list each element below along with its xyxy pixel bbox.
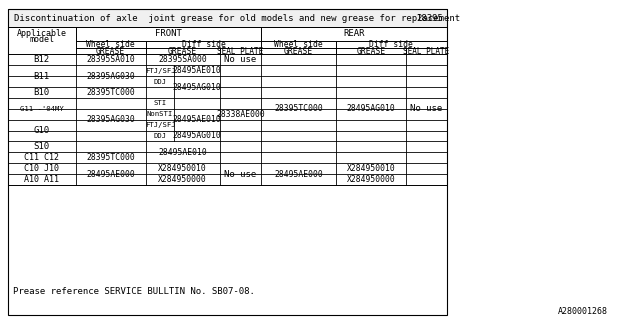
Bar: [261, 41, 336, 48]
Text: 28495AE000: 28495AE000: [274, 170, 323, 179]
Text: G11 -'04MY: G11 -'04MY: [20, 106, 63, 112]
Bar: [261, 48, 336, 54]
Text: X284950000: X284950000: [158, 175, 207, 184]
Text: C10 J10: C10 J10: [24, 164, 59, 173]
Text: GREASE: GREASE: [284, 46, 313, 56]
Bar: [8, 27, 447, 185]
Text: Wheel side: Wheel side: [86, 40, 135, 49]
Bar: [146, 41, 261, 48]
Text: X284950010: X284950010: [347, 164, 396, 173]
Bar: [76, 27, 261, 41]
Text: S10: S10: [33, 142, 50, 151]
Text: Prease reference SERVICE BULLTIN No. SB07-08.: Prease reference SERVICE BULLTIN No. SB0…: [13, 287, 255, 296]
Text: 28495AG010: 28495AG010: [172, 83, 221, 92]
Bar: [8, 27, 76, 54]
Bar: [336, 48, 406, 54]
Bar: [8, 9, 447, 27]
Text: X284950010: X284950010: [158, 164, 207, 173]
Text: Diff side: Diff side: [369, 40, 413, 49]
Text: No use: No use: [224, 55, 257, 64]
Text: B10: B10: [33, 88, 50, 97]
Text: 28395: 28395: [417, 13, 444, 23]
Text: DDJ: DDJ: [154, 133, 166, 139]
Text: FTJ/SFJ: FTJ/SFJ: [145, 68, 175, 74]
Text: No use: No use: [410, 104, 443, 113]
Text: 28495AE010: 28495AE010: [172, 115, 221, 124]
Text: FTJ/SFJ: FTJ/SFJ: [145, 122, 175, 128]
Text: 28495AG010: 28495AG010: [347, 104, 396, 113]
Text: 28395TC000: 28395TC000: [274, 104, 323, 113]
Text: A10 A11: A10 A11: [24, 175, 59, 184]
Bar: [8, 9, 447, 315]
Text: 28495AE000: 28495AE000: [86, 170, 135, 179]
Text: 28495AE010: 28495AE010: [158, 148, 207, 157]
Text: model: model: [29, 35, 54, 44]
Text: 28495AE010: 28495AE010: [172, 66, 221, 75]
Text: B11: B11: [33, 72, 50, 81]
Text: 28338AE000: 28338AE000: [216, 110, 265, 119]
Text: 28395AG030: 28395AG030: [86, 72, 135, 81]
Bar: [76, 48, 146, 54]
Text: GREASE: GREASE: [168, 46, 197, 56]
Text: Wheel side: Wheel side: [274, 40, 323, 49]
Bar: [261, 27, 447, 41]
Text: 28395TC000: 28395TC000: [86, 88, 135, 97]
Text: Applicable: Applicable: [17, 29, 67, 38]
Text: 28395AG030: 28395AG030: [86, 115, 135, 124]
Text: C11 C12: C11 C12: [24, 153, 59, 162]
Text: 28395SA010: 28395SA010: [86, 55, 135, 64]
Text: 28495AG010: 28495AG010: [172, 132, 221, 140]
Text: G10: G10: [33, 126, 50, 135]
Text: GREASE: GREASE: [96, 46, 125, 56]
Text: SEAL PLATE: SEAL PLATE: [403, 46, 450, 56]
Bar: [220, 48, 261, 54]
Text: NonSTI: NonSTI: [147, 111, 173, 117]
Text: Discontinuation of axle  joint grease for old models and new grease for replacem: Discontinuation of axle joint grease for…: [14, 13, 460, 23]
Text: GREASE: GREASE: [356, 46, 386, 56]
Text: 28395TC000: 28395TC000: [86, 153, 135, 162]
Text: DDJ: DDJ: [154, 79, 166, 84]
Bar: [406, 48, 447, 54]
Bar: [146, 48, 220, 54]
Text: SEAL PLATE: SEAL PLATE: [217, 46, 264, 56]
Text: STI: STI: [154, 100, 166, 106]
Text: B12: B12: [33, 55, 50, 64]
Bar: [76, 41, 146, 48]
Text: 28395SA000: 28395SA000: [158, 55, 207, 64]
Text: REAR: REAR: [343, 29, 365, 38]
Text: Diff side: Diff side: [182, 40, 225, 49]
Text: No use: No use: [224, 170, 257, 179]
Text: FRONT: FRONT: [155, 29, 182, 38]
Text: A280001268: A280001268: [558, 308, 608, 316]
Bar: [336, 41, 447, 48]
Text: X284950000: X284950000: [347, 175, 396, 184]
